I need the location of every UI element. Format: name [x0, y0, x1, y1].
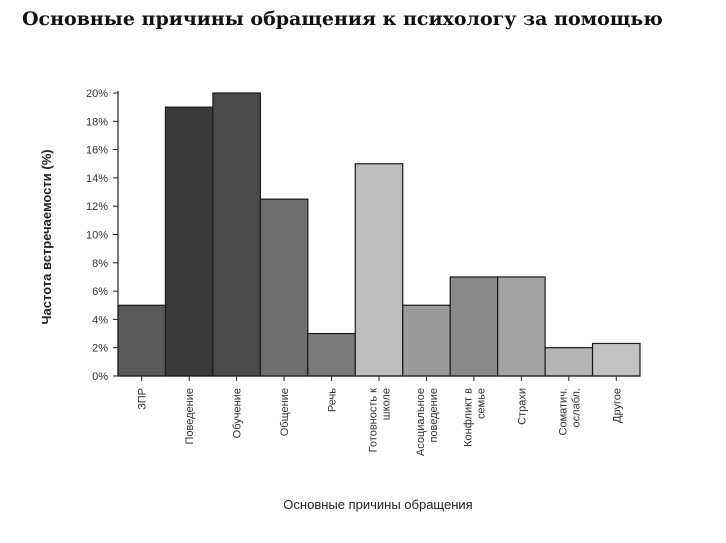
bar-10: [544, 347, 594, 377]
y-tick-label: 2%: [92, 343, 108, 355]
x-category-label: семье: [475, 388, 487, 419]
x-category-label: поведение: [428, 388, 440, 443]
page-title: Основные причины обращения к психологу з…: [22, 8, 663, 30]
y-axis-title: Частота встречаемости (%): [39, 149, 54, 324]
y-tick-label: 14%: [86, 173, 108, 185]
bar-1: [117, 304, 167, 377]
y-tick-label: 20%: [86, 88, 108, 100]
y-tick-label: 10%: [86, 230, 108, 242]
bars-group: [117, 92, 641, 377]
x-category-label: ЗПР: [137, 388, 149, 410]
x-category-label: школе: [381, 388, 393, 420]
y-tick-label: 16%: [86, 145, 108, 157]
x-category-label: Конфликт в: [462, 388, 474, 447]
bar-6: [354, 163, 404, 377]
bar-8: [449, 276, 499, 377]
y-tick-label: 12%: [86, 201, 108, 213]
y-tick-label: 4%: [92, 314, 108, 326]
x-category-label: Асоциальное: [415, 388, 427, 456]
bar-9: [497, 276, 546, 377]
x-category-label: Страхи: [516, 388, 528, 425]
x-category-label: Речь: [327, 388, 339, 412]
x-category-label: Готовность к: [368, 388, 380, 452]
bar-4: [259, 198, 309, 377]
x-category-label: ослабл.: [570, 388, 582, 427]
x-category-label: Другое: [611, 388, 623, 423]
x-category-label: Соматич.: [557, 388, 569, 435]
y-tick-label: 6%: [92, 286, 108, 298]
x-category-label: Поведение: [184, 388, 196, 445]
bar-11: [591, 342, 641, 377]
bar-5: [307, 332, 356, 377]
x-axis-title: Основные причины обращения: [283, 497, 472, 512]
y-tick-label: 8%: [92, 258, 108, 270]
y-tick-label: 18%: [86, 116, 108, 128]
bar-2: [164, 106, 214, 377]
bar-7: [402, 304, 451, 377]
y-tick-label: 0%: [92, 371, 108, 383]
y-axis: 0% 2% 4% 6% 8% 10% 12% 14% 16% 18% 20%: [86, 88, 119, 383]
x-category-label: Обучение: [232, 388, 244, 438]
x-category-label: Общение: [279, 388, 291, 436]
bar-3: [212, 92, 261, 377]
x-axis: ЗПР Поведение Обучение Общение Речь Готовност…: [118, 375, 640, 456]
